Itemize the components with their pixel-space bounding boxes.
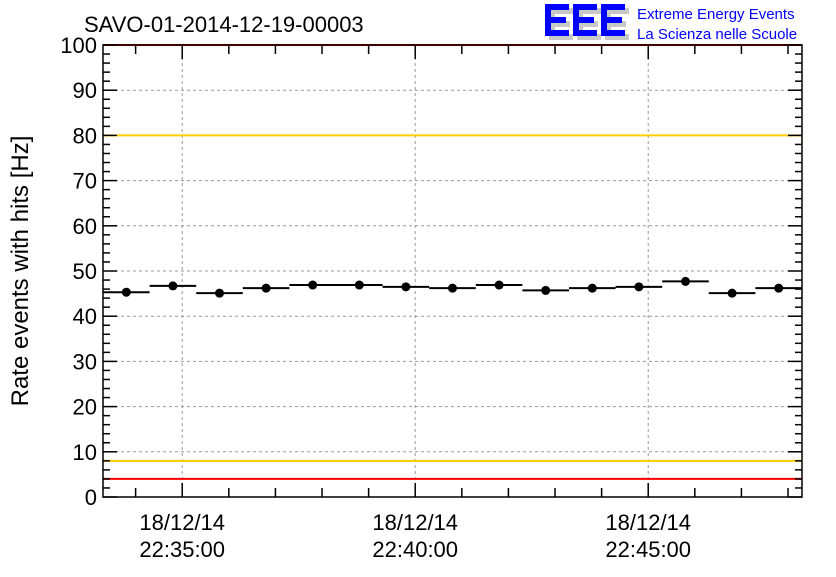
y-tick-label: 50 [73,259,97,284]
logo-letter [573,4,597,10]
grid [103,45,802,497]
y-tick-label: 100 [60,33,97,58]
logo-letter-shadow [605,21,626,27]
x-tick-date: 18/12/14 [605,510,691,535]
axes: 010203040506070809010018/12/1422:35:0018… [60,33,803,562]
chart-title: SAVO-01-2014-12-19-00003 [84,12,364,37]
data-point [448,283,457,293]
reference-lines [103,44,802,480]
x-tick-date: 18/12/14 [139,510,225,535]
logo-letter [545,30,569,36]
x-tick-time: 22:35:00 [139,537,225,562]
data-point [261,283,271,293]
logo-letter [601,4,625,10]
logo-letter [573,30,597,36]
data-points [103,276,802,298]
data-point [727,288,737,298]
y-tick-label: 80 [73,123,97,148]
y-axis-label: Rate events with hits [Hz] [7,136,34,407]
logo-line2: La Scienza nelle Scuole [637,26,797,43]
y-tick-label: 90 [73,78,97,103]
data-point [168,281,178,291]
logo-letter-shadow [549,34,573,40]
data-point [354,280,364,290]
logo-letter-shadow [549,21,570,27]
logo-letter [601,30,625,36]
data-point [774,283,784,293]
logo-letter [573,17,594,23]
data-point [494,280,504,290]
logo-line1: Extreme Energy Events [637,6,795,23]
data-point [634,282,644,292]
logo-letter-shadow [549,8,573,14]
data-point [401,282,411,292]
data-point [541,285,551,295]
y-tick-label: 60 [73,214,97,239]
y-tick-label: 30 [73,349,97,374]
y-tick-label: 70 [73,169,97,194]
x-tick-time: 22:45:00 [605,537,691,562]
x-tick-date: 18/12/14 [372,510,458,535]
plot-frame [102,44,803,498]
data-point [121,287,131,297]
data-point [215,288,224,298]
logo-letter-shadow [605,8,629,14]
logo-letter-shadow [577,34,601,40]
y-tick-label: 20 [73,395,97,420]
data-point [587,283,597,293]
data-point [308,280,318,290]
y-tick-label: 0 [85,485,97,510]
logo-letter-shadow [605,34,629,40]
eee-logo: Extreme Energy Events La Scienza nelle S… [545,4,797,43]
logo-letter-shadow [577,8,601,14]
x-tick-time: 22:40:00 [372,537,458,562]
data-point [681,276,690,286]
logo-mark [545,4,629,40]
logo-letter-shadow [577,21,598,27]
logo-letter [545,17,566,23]
logo-letter [601,17,622,23]
logo-letter [545,4,569,10]
y-tick-label: 10 [73,440,97,465]
y-tick-label: 40 [73,304,97,329]
